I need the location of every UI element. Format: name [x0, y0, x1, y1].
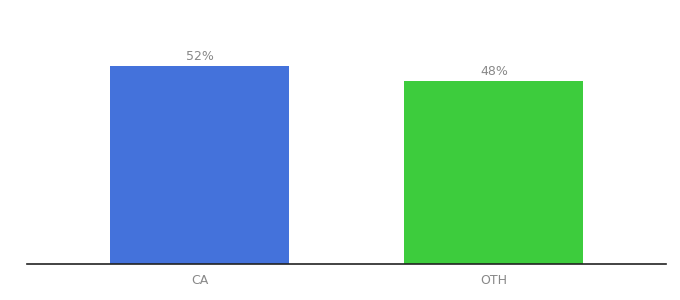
Bar	[405, 81, 583, 264]
Bar	[110, 66, 289, 264]
Text: 52%: 52%	[186, 50, 214, 63]
Text: 48%: 48%	[480, 65, 508, 78]
